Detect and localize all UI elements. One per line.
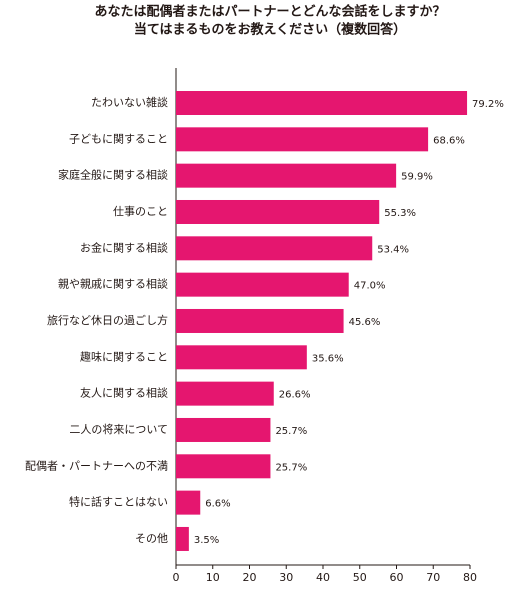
- value-label: 55.3%: [384, 208, 416, 219]
- y-tick-label: 二人の将来について: [69, 423, 168, 436]
- value-label: 35.6%: [312, 353, 344, 364]
- x-tick-label: 80: [463, 571, 477, 584]
- value-label: 53.4%: [377, 244, 409, 255]
- bar: [176, 417, 271, 442]
- x-tick-label: 70: [426, 571, 440, 584]
- bar: [176, 490, 201, 515]
- value-label: 25.7%: [275, 426, 307, 437]
- x-tick-label: 40: [316, 571, 330, 584]
- bar: [176, 199, 380, 224]
- bar: [176, 526, 189, 551]
- y-tick-label: 趣味に関すること: [80, 349, 168, 363]
- y-tick-label: お金に関する相談: [80, 240, 168, 254]
- y-tick-label: 友人に関する相談: [80, 386, 168, 400]
- bar: [176, 272, 349, 297]
- x-tick-label: 0: [173, 571, 180, 584]
- value-label: 26.6%: [279, 390, 311, 401]
- bar: [176, 91, 468, 115]
- bar: [176, 454, 271, 479]
- x-tick-label: 30: [279, 571, 293, 584]
- bar: [176, 236, 373, 261]
- chart-subtitle: 当てはまるものをお教えください（複数回答）: [134, 22, 406, 38]
- bar: [176, 381, 274, 406]
- value-label: 3.5%: [194, 535, 219, 546]
- y-tick-label: 仕事のこと: [113, 205, 168, 218]
- x-tick-label: 20: [243, 571, 257, 584]
- y-tick-label: 旅行など休日の過ごし方: [47, 313, 168, 327]
- y-tick-label: たわいない雑談: [91, 95, 168, 109]
- value-label: 45.6%: [349, 317, 381, 328]
- bar: [176, 127, 429, 152]
- value-label: 68.6%: [433, 135, 465, 146]
- y-tick-label: その他: [135, 532, 168, 545]
- bar: [176, 163, 397, 188]
- y-tick-label: 子どもに関すること: [69, 132, 168, 145]
- x-tick-label: 10: [206, 571, 220, 584]
- y-tick-label: 配偶者・パートナーへの不満: [25, 459, 168, 472]
- y-tick-label: 家庭全般に関する相談: [58, 168, 168, 182]
- value-label: 79.2%: [472, 99, 504, 110]
- x-tick-label: 60: [390, 571, 404, 584]
- value-label: 47.0%: [354, 281, 386, 292]
- value-label: 59.9%: [401, 172, 433, 183]
- y-tick-label: 特に話すことはない: [69, 495, 168, 509]
- bar: [176, 345, 307, 370]
- chart-title: あなたは配偶者またはパートナーとどんな会話をしますか？: [94, 4, 445, 20]
- x-tick-label: 50: [353, 571, 367, 584]
- y-tick-label: 親や親戚に関する相談: [58, 277, 168, 291]
- value-label: 25.7%: [275, 462, 307, 473]
- bar: [176, 308, 344, 333]
- value-label: 6.6%: [205, 499, 230, 510]
